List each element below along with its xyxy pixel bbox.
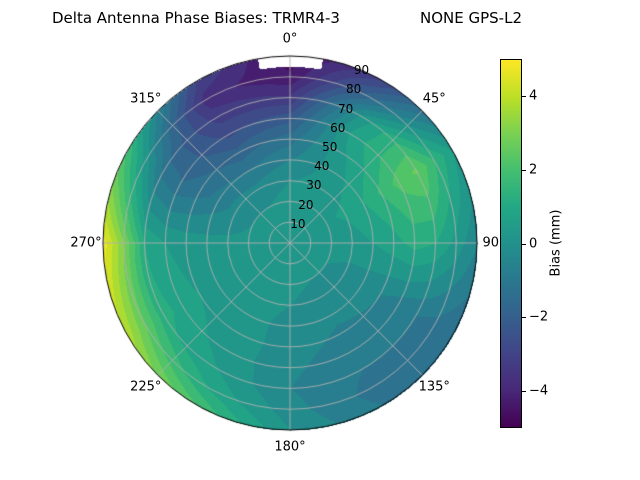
- colorbar-tick-label: −2: [529, 309, 549, 325]
- colorbar-label: Bias (mm): [548, 209, 564, 277]
- azimuth-label: 315°: [130, 91, 162, 107]
- azimuth-label: 270°: [70, 235, 102, 251]
- colorbar-tick: [522, 317, 526, 319]
- colorbar-tick: [522, 169, 526, 171]
- colorbar-tick-label: 4: [529, 88, 538, 104]
- azimuth-label: 225°: [130, 379, 162, 395]
- colorbar-tick: [522, 243, 526, 245]
- radius-tick-label: 90: [353, 63, 370, 78]
- radius-tick-label: 70: [338, 101, 354, 116]
- radius-tick-label: 50: [322, 140, 338, 155]
- colorbar-tick: [522, 391, 526, 393]
- azimuth-label: 135°: [418, 379, 450, 395]
- azimuth-label: 0°: [282, 31, 298, 47]
- colorbar: [500, 59, 522, 428]
- azimuth-label: 45°: [422, 91, 446, 107]
- colorbar-tick-label: 2: [529, 162, 538, 178]
- radius-tick-label: 80: [345, 82, 362, 97]
- azimuth-label: 90°: [482, 235, 506, 251]
- radius-tick-label: 20: [298, 197, 314, 212]
- radius-tick-label: 10: [290, 216, 306, 231]
- azimuth-label: 180°: [274, 439, 306, 455]
- radius-tick-label: 60: [330, 120, 346, 135]
- radius-tick-label: 40: [314, 159, 330, 174]
- colorbar-tick-label: 0: [529, 236, 538, 251]
- colorbar-tick-label: −4: [529, 383, 549, 399]
- radius-tick-label: 30: [306, 178, 322, 193]
- colorbar-tick: [522, 95, 526, 97]
